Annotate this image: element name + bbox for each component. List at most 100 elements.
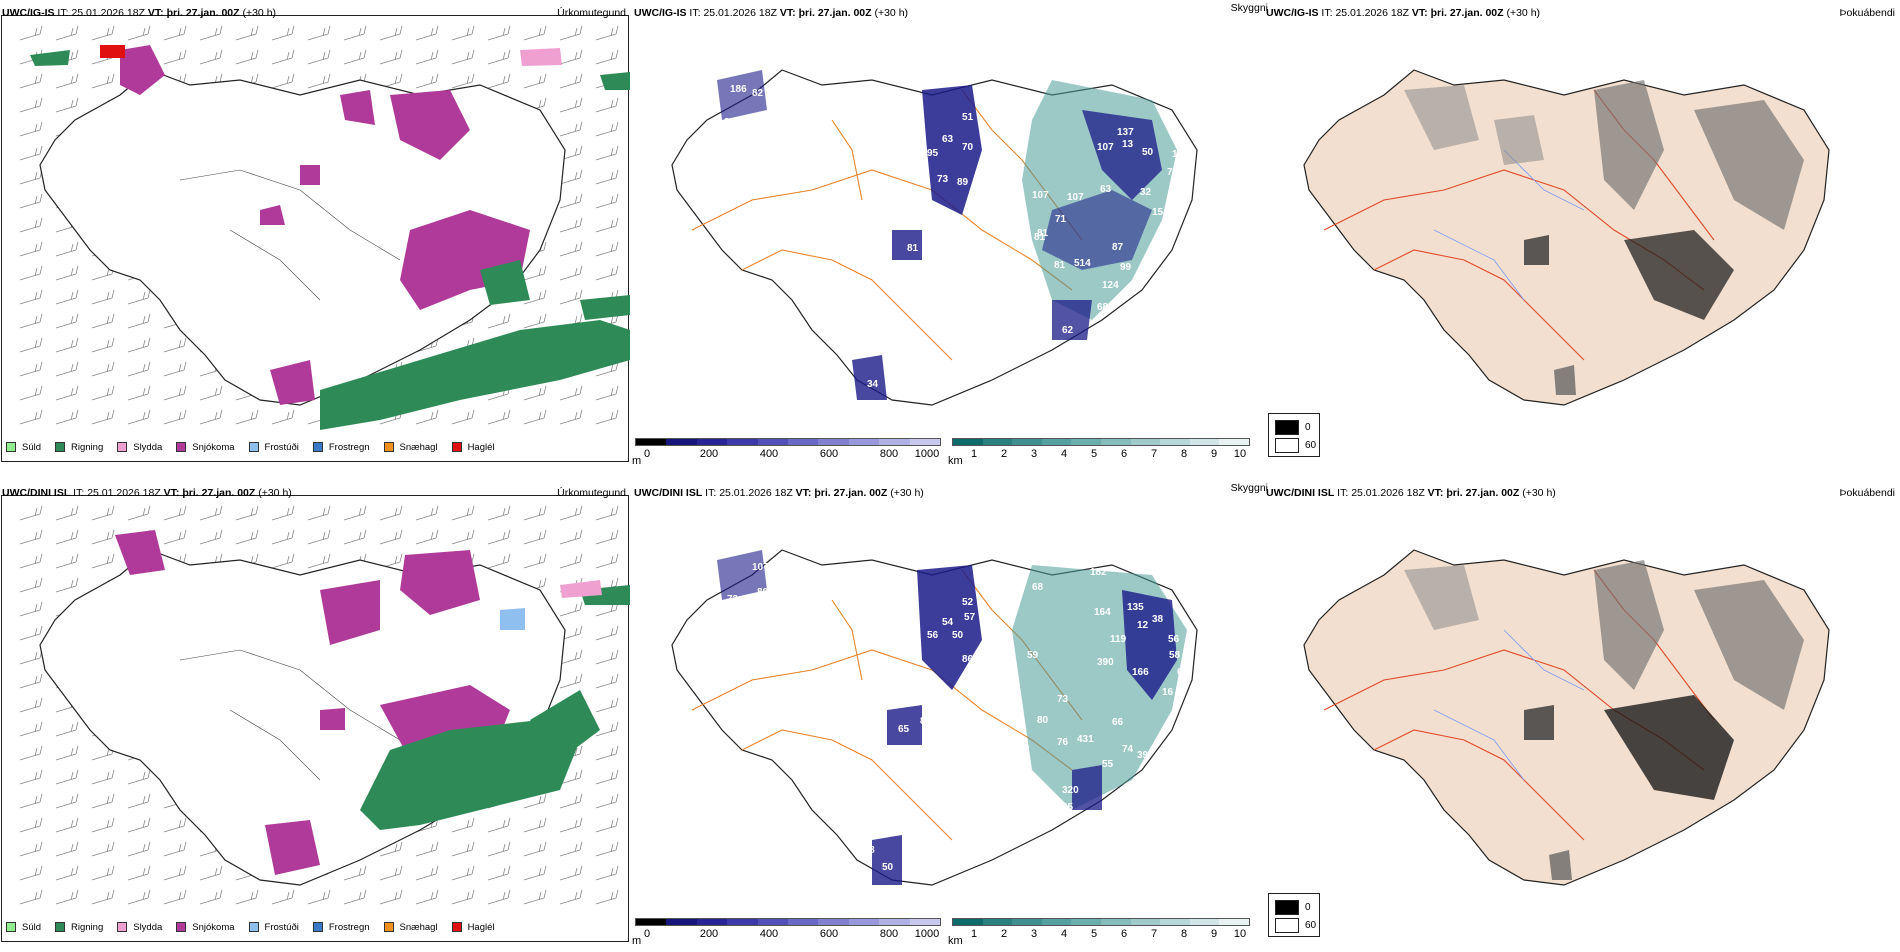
- roads: [179, 649, 401, 741]
- wind-barb: [343, 529, 367, 545]
- ceiling-value: 56: [927, 630, 939, 641]
- ceiling-colorbar-ticks: m 0 200 400 600 800 1000: [632, 926, 941, 947]
- tick-label: 5: [1090, 928, 1098, 940]
- wind-barb: [19, 625, 43, 641]
- roads: [1373, 249, 1585, 361]
- ceiling-value-labels: 182 107 73 80 56 54 52 50 57 86 11 59 68…: [727, 562, 1189, 873]
- tick-label: 3: [1030, 928, 1038, 940]
- wind-barb: [271, 553, 295, 569]
- ceiling-value: 320: [1062, 785, 1079, 796]
- ceiling-value: 15: [1152, 207, 1164, 218]
- ceiling-value: 431: [1077, 734, 1094, 745]
- rivers: [1503, 629, 1585, 691]
- wind-barb: [19, 649, 43, 665]
- wind-barb: [163, 889, 187, 905]
- ceiling-value: 95: [1062, 802, 1074, 813]
- ceiling-value: 158: [858, 845, 875, 856]
- wind-barb: [595, 553, 619, 569]
- wind-barb: [91, 409, 115, 425]
- run-header: UWC/IG-IS IT: 25.01.2026 18Z VT: þri. 27…: [1266, 7, 1541, 19]
- tick-label: 1: [970, 928, 978, 940]
- tick-label: 0: [643, 928, 651, 940]
- rain-area: [600, 72, 630, 90]
- ceiling-value: 50: [1142, 147, 1154, 158]
- wind-barb: [451, 49, 475, 65]
- ceiling-area: [717, 550, 767, 600]
- legend-item: Snjókoma: [176, 442, 235, 453]
- wind-barb: [163, 865, 187, 881]
- run-header: UWC/DINI ISL IT: 25.01.2026 18Z VT: þri.…: [634, 487, 924, 499]
- precip-map-frame: [1, 15, 629, 462]
- wind-barb: [595, 697, 619, 713]
- tick-label: 1000: [914, 928, 940, 940]
- wind-barb: [91, 817, 115, 833]
- run-header: UWC/IG-IS IT: 25.01.2026 18Z VT: þri. 27…: [634, 7, 909, 19]
- ceiling-value: 81: [1034, 232, 1046, 243]
- fog-map: [1303, 549, 1830, 886]
- wind-barb: [451, 865, 475, 881]
- wind-barb: [55, 745, 79, 761]
- wind-barb: [559, 193, 583, 209]
- ceiling-value: 186: [730, 84, 747, 95]
- snow-area: [400, 210, 530, 310]
- ceiling-value: 164: [1094, 607, 1111, 618]
- rain-area: [30, 50, 70, 66]
- roads: [229, 229, 321, 301]
- wind-barb: [487, 865, 511, 881]
- ceiling-area: [852, 355, 887, 400]
- cloud-map: 186 82 85 63 95 51 70 73 89 106 107 81 1…: [671, 69, 1198, 406]
- roads: [691, 649, 1073, 771]
- wind-barb: [163, 841, 187, 857]
- wind-barb: [523, 817, 547, 833]
- fog-area: [1594, 80, 1664, 210]
- rain-area: [360, 720, 580, 830]
- ceiling-unit: m: [632, 455, 642, 467]
- run-header: UWC/DINI ISL IT: 25.01.2026 18Z VT: þri.…: [2, 487, 292, 499]
- tick-label: 800: [879, 448, 899, 460]
- wind-barb: [487, 73, 511, 89]
- legend-swatch: [248, 442, 259, 452]
- roads: [691, 169, 1073, 291]
- legend-item: Snæhagl: [383, 922, 438, 933]
- wind-barb: [127, 361, 151, 377]
- legend-swatch: [451, 442, 462, 452]
- ceiling-area: [1052, 300, 1092, 340]
- fog-legend-high-swatch: [1275, 420, 1299, 435]
- fog-area: [1694, 100, 1804, 230]
- wind-barb: [235, 25, 259, 41]
- wind-barb: [55, 841, 79, 857]
- precip-panel-title: Úrkomutegund: [557, 487, 626, 499]
- tick-label: 1000: [914, 448, 940, 460]
- legend-swatch: [117, 922, 128, 932]
- wind-barb: [55, 505, 79, 521]
- legend-item: Rigning: [55, 922, 103, 933]
- wind-barb: [55, 25, 79, 41]
- ceiling-value: 52: [962, 597, 974, 608]
- wind-barb: [451, 529, 475, 545]
- wind-barb: [595, 841, 619, 857]
- wind-barb: [55, 385, 79, 401]
- wind-barb: [55, 97, 79, 113]
- ceiling-area: [872, 835, 902, 885]
- wind-barb: [559, 289, 583, 305]
- ceiling-unit: m: [632, 935, 642, 947]
- wind-barb: [19, 385, 43, 401]
- wind-barb: [307, 25, 331, 41]
- wind-barb: [487, 25, 511, 41]
- wind-barb: [55, 769, 79, 785]
- wind-barb: [163, 337, 187, 353]
- tick-label: 7: [1150, 448, 1158, 460]
- fog-legend-low: 60: [1305, 440, 1317, 451]
- wind-barb: [55, 865, 79, 881]
- fog-area: [1554, 365, 1576, 395]
- wind-barb: [55, 793, 79, 809]
- legend-swatch: [176, 442, 187, 452]
- cloud-visibility-panel: UWC/IG-IS IT: 25.01.2026 18Z VT: þri. 27…: [632, 0, 1268, 472]
- wind-barb: [55, 529, 79, 545]
- wind-barb: [595, 25, 619, 41]
- ceiling-value: 106: [972, 192, 989, 203]
- wind-barb: [595, 889, 619, 905]
- wind-barb: [559, 793, 583, 809]
- wind-barb: [595, 241, 619, 257]
- wind-barb: [559, 241, 583, 257]
